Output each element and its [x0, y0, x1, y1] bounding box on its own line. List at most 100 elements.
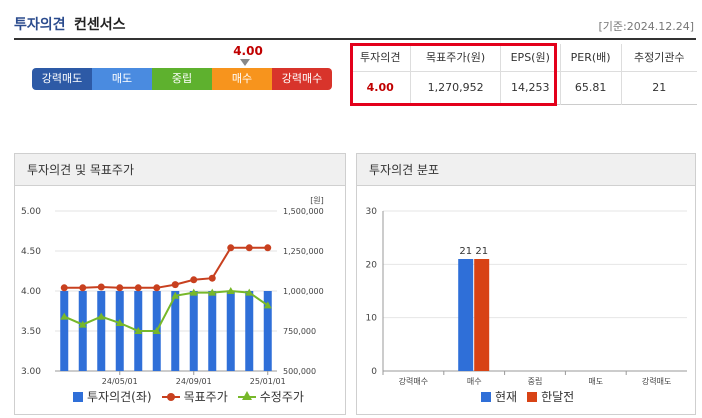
- opinion-scale-bar: 강력매도 매도 중립 매수 강력매수: [32, 68, 332, 90]
- left-chart-legend: 투자의견(좌) 목표주가 수정주가: [73, 388, 314, 405]
- consensus-table: 투자의견 목표주가(원) EPS(원) PER(배) 추정기관수 4.00 1,270,9…: [350, 44, 697, 105]
- opinion-bar: [115, 291, 124, 371]
- distribution-bar: [474, 259, 490, 371]
- y-right-tick-label: 1,250,000: [283, 247, 324, 256]
- x-category-label: 강력매수: [399, 376, 428, 386]
- y-right-tick-label: 1,500,000: [283, 207, 324, 216]
- x-tick-label: 24/09/01: [176, 377, 212, 386]
- adjusted-price-point: [208, 288, 217, 296]
- opinion-bar: [97, 291, 106, 371]
- x-category-label: 매수: [467, 377, 482, 386]
- section-header: 투자의견 컨센서스 [기준:2024.12.24]: [14, 12, 696, 40]
- legend-item-month-ago: 한달전: [527, 388, 574, 405]
- opinion-bar: [189, 291, 198, 371]
- target-price-point: [79, 284, 87, 292]
- legend-item-adjusted-price: 수정주가: [237, 388, 304, 405]
- y-right-tick-label: 500,000: [283, 367, 316, 376]
- opinion-bar: [226, 291, 235, 371]
- consensus-table-row: 4.00 1,270,952 14,253 65.81 21: [350, 71, 697, 104]
- target-price-point: [97, 283, 105, 291]
- y-left-tick-label: 4.00: [21, 287, 41, 297]
- target-price-point: [60, 284, 68, 292]
- legend-label: 한달전: [541, 390, 575, 404]
- target-price-point: [190, 276, 198, 284]
- consensus-value-cell: 21: [620, 71, 697, 104]
- section-subtitle: 컨센서스: [74, 17, 126, 33]
- target-price-point: [134, 284, 142, 292]
- consensus-header-cell: 투자의견: [350, 44, 411, 72]
- bar-value-label: 21: [475, 246, 488, 257]
- opinion-distribution-chart: 0 10 20 30 강력매수 매수 21 21 중립 매도 강력매도: [366, 207, 687, 386]
- y-left-tick-label: 4.50: [21, 247, 41, 257]
- adjusted-price-point: [226, 287, 235, 294]
- target-price-point: [153, 284, 161, 292]
- adjusted-price-line: [63, 289, 269, 332]
- opinion-bar: [263, 291, 272, 371]
- x-tick-label: 25/01/01: [250, 377, 286, 386]
- panel-title: 투자의견 분포: [357, 154, 695, 186]
- y-tick-label: 20: [366, 260, 378, 270]
- adjusted-price-point: [115, 319, 124, 326]
- panel-title: 투자의견 및 목표주가: [15, 154, 345, 186]
- consensus-value-cell: 65.81: [559, 71, 622, 104]
- opinion-segment: 매도: [92, 68, 152, 90]
- opinion-marker-icon: [240, 59, 250, 66]
- adjusted-price-point: [78, 320, 87, 328]
- consensus-header-cell: 추정기관수: [620, 44, 697, 72]
- target-price-point: [171, 281, 179, 289]
- opinion-segment: 강력매도: [32, 68, 92, 90]
- bar-value-label: 21: [459, 246, 472, 257]
- legend-item-current: 현재: [481, 388, 517, 405]
- legend-item-opinion: 투자의견(좌): [73, 388, 152, 405]
- consensus-header-cell: EPS(원): [499, 44, 561, 72]
- adjusted-price-point: [263, 301, 272, 309]
- x-tick-label: 24/05/01: [102, 377, 138, 386]
- base-date: [기준:2024.12.24]: [598, 20, 694, 33]
- y-right-tick-label: 750,000: [283, 327, 316, 336]
- consensus-value-cell: 4.00: [366, 81, 394, 94]
- y-right-unit: [원]: [310, 196, 324, 205]
- consensus-value-cell: 14,253: [499, 71, 561, 104]
- adjusted-price-point: [189, 288, 198, 296]
- distribution-bar: [458, 259, 474, 371]
- legend-box-icon: [481, 391, 491, 402]
- legend-line-dot-icon: [161, 392, 180, 401]
- legend-box-icon: [527, 391, 538, 402]
- consensus-header-cell: 목표주가(원): [410, 44, 501, 72]
- adjusted-price-point: [60, 312, 69, 320]
- opinion-score: 4.00: [233, 44, 263, 58]
- x-category-label: 강력매도: [642, 376, 671, 386]
- opinion-segment: 매수: [212, 68, 272, 90]
- x-category-label: 중립: [528, 377, 543, 386]
- legend-line-triangle-icon: [237, 390, 256, 400]
- y-tick-label: 0: [371, 367, 377, 377]
- target-price-point: [208, 274, 216, 282]
- legend-item-target-price: 목표주가: [161, 388, 228, 405]
- adjusted-price-point: [152, 327, 161, 334]
- legend-label: 수정주가: [259, 390, 304, 404]
- opinion-target-price-chart: 3.00 3.50 4.00 4.50 5.00 500,000 750,000 1,000,…: [21, 196, 324, 386]
- y-tick-label: 30: [366, 207, 378, 217]
- right-chart-legend: 현재 한달전: [481, 388, 584, 405]
- section-title: 투자의견: [14, 17, 66, 33]
- consensus-header-cell: PER(배): [559, 44, 622, 72]
- y-left-tick-label: 3.50: [21, 327, 41, 337]
- y-left-tick-label: 3.00: [21, 367, 41, 377]
- y-left-tick-label: 5.00: [21, 207, 41, 217]
- adjusted-price-point: [134, 327, 143, 334]
- x-category-label: 매도: [588, 377, 603, 386]
- target-price-point: [227, 244, 235, 252]
- consensus-value-cell: 1,270,952: [410, 71, 501, 104]
- opinion-bar: [60, 291, 69, 371]
- opinion-target-price-panel: 투자의견 및 목표주가 3.00 3.50 4.00 4.50 5.00 500,000 7…: [14, 153, 346, 415]
- opinion-bar: [78, 291, 87, 371]
- adjusted-price-point: [171, 291, 180, 299]
- target-price-point: [264, 244, 272, 252]
- opinion-segment: 강력매수: [272, 68, 332, 90]
- opinion-segment: 중립: [152, 68, 212, 90]
- opinion-bar: [208, 291, 217, 371]
- legend-label: 목표주가: [183, 390, 228, 404]
- legend-label: 투자의견(좌): [87, 390, 152, 404]
- opinion-distribution-panel: 투자의견 분포 0 10 20 30 강력매수 매수 21 21 중립 매도 강력매도 현재 한달전: [356, 153, 696, 415]
